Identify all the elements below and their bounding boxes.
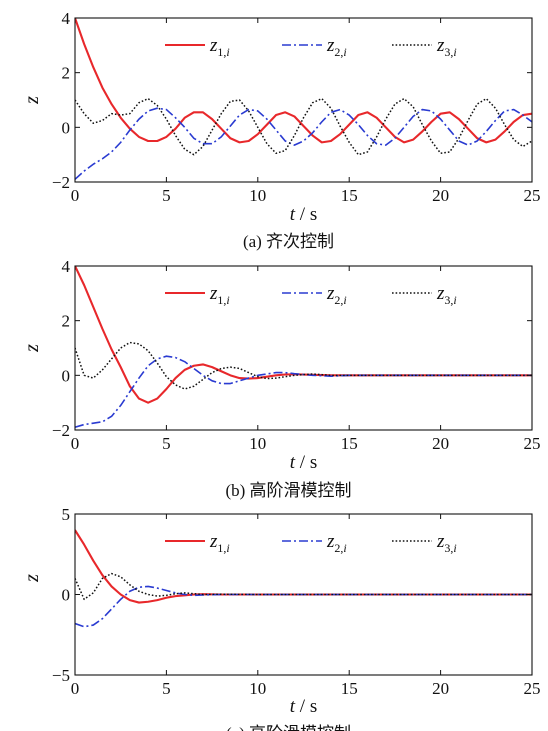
series-line-3	[75, 97, 532, 156]
legend-label-1: z1,i	[209, 35, 230, 59]
x-tick-label: 10	[249, 434, 266, 453]
legend-label-2: z2,i	[326, 531, 347, 555]
x-tick-label: 20	[432, 434, 449, 453]
y-tick-label: 2	[62, 64, 71, 83]
x-tick-label: 15	[341, 186, 358, 205]
x-axis-label: t / s	[290, 204, 317, 225]
x-axis-label: t / s	[290, 452, 317, 473]
legend-label-1: z1,i	[209, 531, 230, 555]
plot-frame	[74, 265, 533, 431]
y-tick-label: 4	[62, 9, 71, 28]
x-tick-label: 10	[249, 186, 266, 205]
y-tick-label: 0	[62, 366, 71, 385]
y-tick-label: 5	[62, 505, 71, 524]
series-line-1	[75, 18, 532, 144]
legend-label-2: z2,i	[326, 283, 347, 307]
y-tick-label: 0	[62, 118, 71, 137]
x-tick-label: 20	[432, 186, 449, 205]
x-tick-label: 20	[432, 679, 449, 698]
x-tick-label: 0	[71, 434, 80, 453]
y-tick-label: 4	[62, 257, 71, 276]
series-line-3	[75, 572, 532, 601]
y-tick-label: −2	[52, 421, 70, 440]
y-tick-label: −5	[52, 666, 70, 685]
y-axis-label: z	[21, 574, 43, 583]
x-tick-label: 15	[341, 434, 358, 453]
series-line-2	[75, 355, 532, 429]
x-tick-label: 25	[524, 186, 541, 205]
series-line-3	[75, 341, 532, 390]
panel-caption: (c) 高阶滑模控制	[226, 724, 351, 731]
x-tick-label: 5	[162, 679, 171, 698]
x-tick-label: 5	[162, 434, 171, 453]
y-tick-label: 2	[62, 312, 71, 331]
x-tick-label: 15	[341, 679, 358, 698]
legend-label-3: z3,i	[436, 35, 457, 59]
series-line-1	[75, 266, 532, 404]
x-tick-label: 25	[524, 679, 541, 698]
series-line-2	[75, 107, 532, 180]
x-tick-label: 10	[249, 679, 266, 698]
x-tick-label: 0	[71, 186, 80, 205]
legend-label-3: z3,i	[436, 531, 457, 555]
x-axis-label: t / s	[290, 696, 317, 717]
x-tick-label: 5	[162, 186, 171, 205]
series-line-2	[75, 585, 532, 628]
y-tick-label: 0	[62, 586, 71, 605]
plot-frame	[74, 17, 533, 183]
panel-caption: (b) 高阶滑模控制	[225, 481, 351, 500]
y-axis-label: z	[21, 96, 43, 105]
x-tick-label: 25	[524, 434, 541, 453]
legend-label-1: z1,i	[209, 283, 230, 307]
x-tick-label: 0	[71, 679, 80, 698]
legend-label-3: z3,i	[436, 283, 457, 307]
legend-label-2: z2,i	[326, 35, 347, 59]
y-tick-label: −2	[52, 173, 70, 192]
y-axis-label: z	[21, 344, 43, 353]
panel-caption: (a) 齐次控制	[243, 232, 334, 251]
